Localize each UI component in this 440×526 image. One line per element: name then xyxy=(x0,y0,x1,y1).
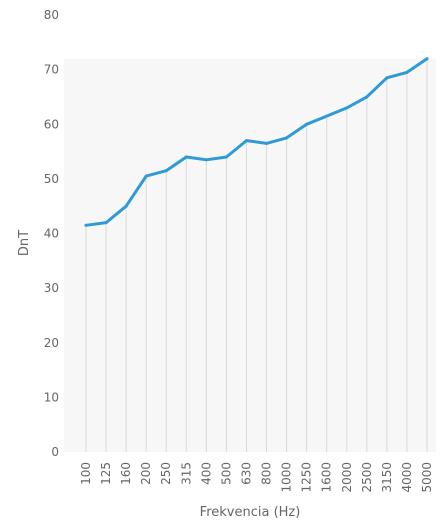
y-tick-label: 60 xyxy=(44,117,59,131)
y-axis-title: DnT xyxy=(17,230,32,256)
x-tick-label: 800 xyxy=(260,462,274,485)
x-tick-label: 100 xyxy=(79,462,93,485)
y-tick-label: 40 xyxy=(44,227,59,241)
data-point xyxy=(285,136,289,140)
x-tick-label: 4000 xyxy=(400,462,414,493)
x-tick-label: 315 xyxy=(179,462,193,485)
x-axis: 100 125 160 200 250 315 400 500 630 800 1000 1250 16… xyxy=(79,462,434,493)
y-tick-label: 20 xyxy=(44,336,59,350)
data-point xyxy=(345,106,349,110)
data-point xyxy=(164,169,168,173)
x-tick-label: 1250 xyxy=(300,462,314,493)
x-tick-label: 2000 xyxy=(340,462,354,493)
drop-lines xyxy=(85,58,428,452)
series-layer xyxy=(84,57,429,227)
x-tick-label: 125 xyxy=(99,462,113,485)
x-tick-label: 3150 xyxy=(380,462,394,493)
data-point xyxy=(325,114,329,118)
x-tick-label: 5000 xyxy=(420,462,434,493)
plot-background xyxy=(64,58,436,452)
y-axis: 0 10 20 30 40 50 60 70 80 xyxy=(44,8,59,459)
x-axis-title: Frekvencia (Hz) xyxy=(200,505,301,520)
data-point xyxy=(425,57,429,61)
x-tick-label: 160 xyxy=(119,462,133,485)
plot-area xyxy=(64,58,436,452)
data-point xyxy=(224,155,228,159)
data-point xyxy=(104,221,108,225)
x-tick-label: 1600 xyxy=(320,462,334,493)
data-point xyxy=(305,122,309,126)
data-point xyxy=(265,141,269,145)
x-tick-label: 630 xyxy=(239,462,253,485)
y-tick-label: 70 xyxy=(44,63,59,77)
data-point xyxy=(385,76,389,80)
y-tick-label: 80 xyxy=(44,8,59,22)
x-tick-label: 500 xyxy=(219,462,233,485)
x-tick-label: 2500 xyxy=(360,462,374,493)
data-point xyxy=(204,158,208,162)
data-point xyxy=(84,223,88,227)
data-point xyxy=(365,95,369,99)
data-point xyxy=(124,204,128,208)
x-tick-label: 1000 xyxy=(280,462,294,493)
series-line xyxy=(84,57,429,227)
y-tick-label: 10 xyxy=(44,390,59,404)
y-tick-label: 30 xyxy=(44,281,59,295)
data-point xyxy=(184,155,188,159)
y-tick-label: 50 xyxy=(44,172,59,186)
x-tick-label: 200 xyxy=(139,462,153,485)
y-tick-label: 0 xyxy=(51,445,59,459)
x-tick-label: 250 xyxy=(159,462,173,485)
x-tick-label: 400 xyxy=(199,462,213,485)
data-point xyxy=(405,70,409,74)
data-point xyxy=(144,174,148,178)
data-point xyxy=(244,139,248,143)
